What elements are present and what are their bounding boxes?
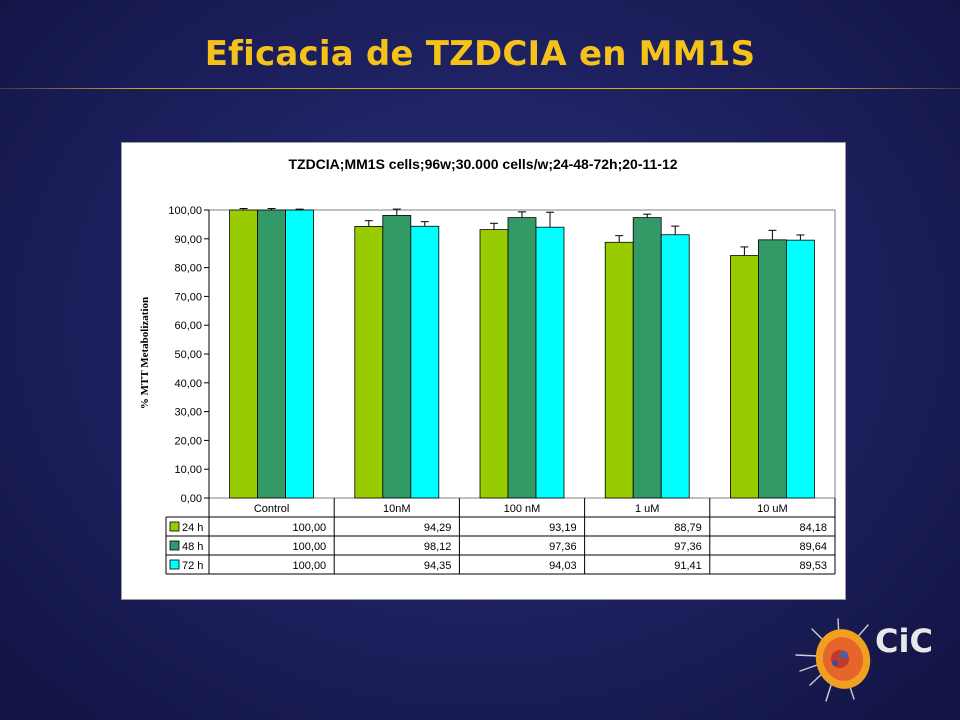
slide-title: Eficacia de TZDCIA en MM1S <box>204 34 756 74</box>
y-tick-label: 50,00 <box>174 349 202 361</box>
chart-panel: TZDCIA;MM1S cells;96w;30.000 cells/w;24-… <box>121 142 846 600</box>
y-axis-label: % MTT Metabolization <box>139 297 151 409</box>
y-tick-label: 40,00 <box>174 378 202 390</box>
data-label: 93,19 <box>549 522 577 534</box>
title-divider <box>0 88 960 89</box>
y-tick-label: 70,00 <box>174 291 202 303</box>
data-label: 94,03 <box>549 560 577 572</box>
bar-48h-3 <box>632 217 662 499</box>
category-label: 1 uM <box>635 503 659 515</box>
legend-swatch <box>169 540 180 551</box>
category-label: 10 uM <box>757 503 788 515</box>
data-label: 98,12 <box>424 541 452 553</box>
data-label: 100,00 <box>293 560 327 572</box>
bar-72h-3 <box>660 234 690 499</box>
data-label: 97,36 <box>674 541 702 553</box>
data-label: 94,35 <box>424 560 452 572</box>
y-tick-label: 0,00 <box>181 493 202 505</box>
data-label: 88,79 <box>674 522 702 534</box>
bar-24h-2 <box>479 229 509 499</box>
y-tick-label: 100,00 <box>168 205 202 217</box>
bar-48h-4 <box>758 239 787 499</box>
y-tick-label: 20,00 <box>174 435 202 447</box>
bar-48h-1 <box>382 215 412 499</box>
cell-graphic-icon <box>795 618 871 702</box>
bar-24h-1 <box>354 226 384 499</box>
bar-48h-2 <box>507 217 537 499</box>
legend-swatch <box>169 559 180 570</box>
data-label: 100,00 <box>293 541 327 553</box>
legend-label: 24 h <box>182 522 203 534</box>
bar-chart: TZDCIA;MM1S cells;96w;30.000 cells/w;24-… <box>139 156 836 575</box>
data-label: 91,41 <box>674 560 702 572</box>
legend-swatch <box>169 521 180 532</box>
data-label: 97,36 <box>549 541 577 553</box>
bar-72h-4 <box>786 239 815 499</box>
category-label: 100 nM <box>504 503 541 515</box>
logo-text: CiC <box>875 622 933 660</box>
bar-24h-3 <box>604 241 634 499</box>
bar-72h-2 <box>535 226 565 499</box>
chart-title: TZDCIA;MM1S cells;96w;30.000 cells/w;24-… <box>288 156 677 172</box>
legend-label: 72 h <box>182 560 203 572</box>
data-label: 84,18 <box>799 522 827 534</box>
bar-72h-1 <box>410 225 440 499</box>
bar-24h-0 <box>229 209 258 499</box>
bar-24h-4 <box>730 255 759 499</box>
y-tick-label: 60,00 <box>174 320 202 332</box>
y-tick-label: 30,00 <box>174 407 202 419</box>
bar-48h-0 <box>257 209 287 499</box>
bar-72h-0 <box>285 209 315 499</box>
data-label: 94,29 <box>424 522 452 534</box>
cic-logo: CiC <box>795 618 933 702</box>
data-label: 89,53 <box>799 560 827 572</box>
category-label: 10nM <box>383 503 411 515</box>
y-tick-label: 80,00 <box>174 263 202 275</box>
data-label: 100,00 <box>293 522 327 534</box>
data-label: 89,64 <box>799 541 827 553</box>
y-tick-label: 10,00 <box>174 464 202 476</box>
legend-label: 48 h <box>182 541 203 553</box>
category-label: Control <box>254 503 289 515</box>
y-tick-label: 90,00 <box>174 234 202 246</box>
